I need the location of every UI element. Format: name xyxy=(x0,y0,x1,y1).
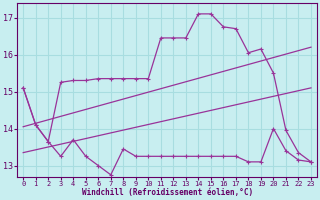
X-axis label: Windchill (Refroidissement éolien,°C): Windchill (Refroidissement éolien,°C) xyxy=(82,188,253,197)
